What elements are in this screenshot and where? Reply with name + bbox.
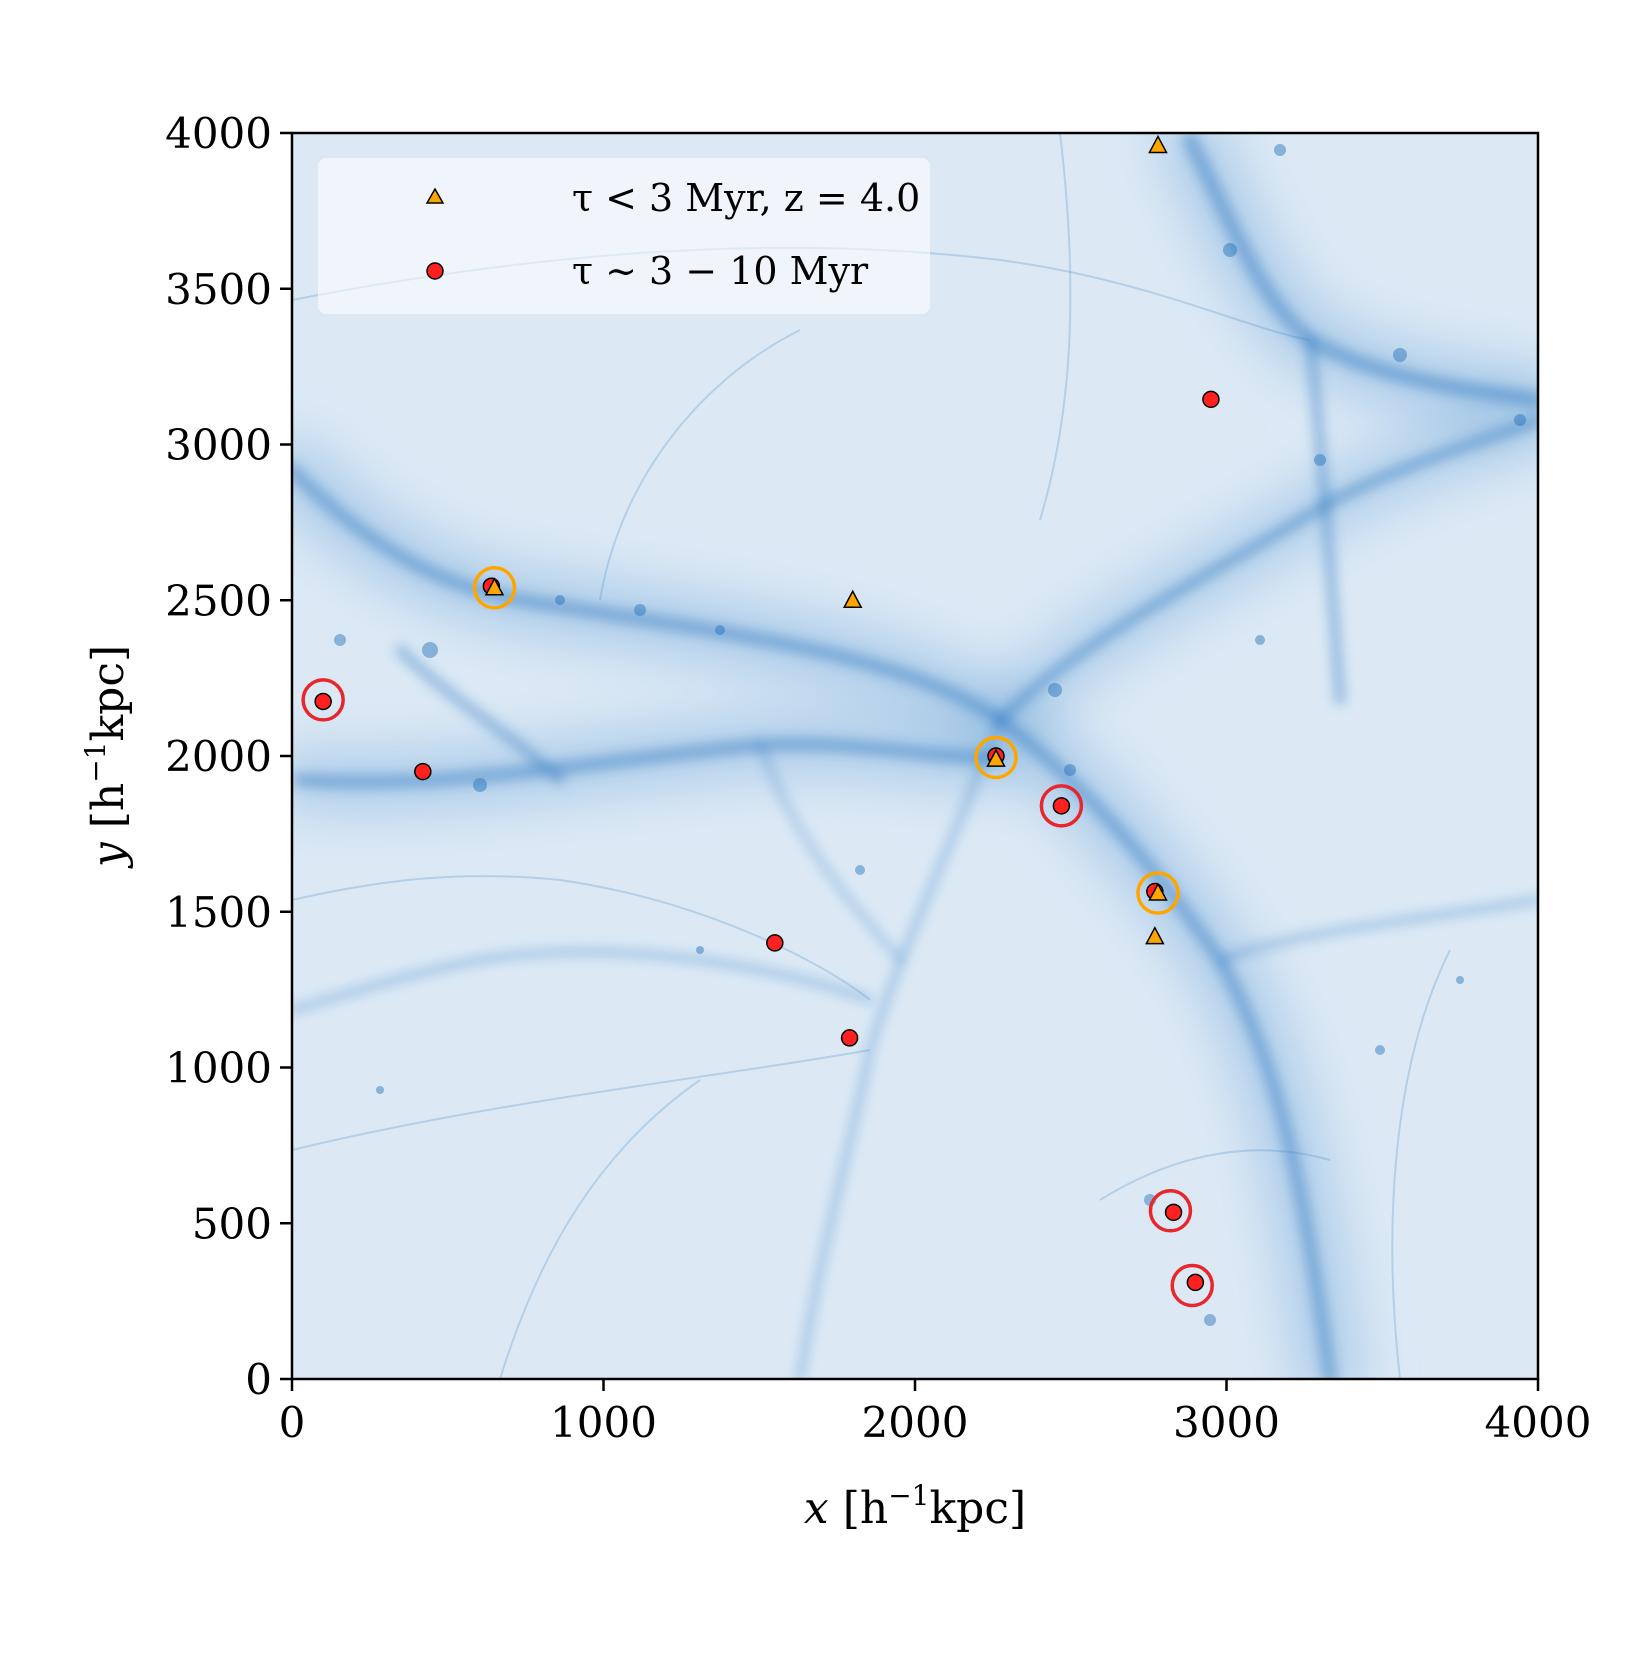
legend-label-old: τ ∼ 3 − 10 Myr: [572, 249, 869, 293]
legend-marker-circle: [426, 262, 444, 280]
highlight-ring: [1136, 871, 1180, 915]
legend-marker-triangle: [425, 187, 445, 204]
data-point-triangle: [842, 589, 863, 608]
y-tick-label: 4000: [165, 109, 272, 158]
data-point-circle: [1202, 390, 1220, 409]
y-tick-label: 1500: [165, 888, 272, 937]
y-tick-label: 2500: [165, 576, 272, 625]
density-field-background: [292, 133, 1538, 1379]
data-point-circle: [314, 692, 332, 711]
x-tick-label: 0: [279, 1398, 306, 1447]
data-point-triangle: [986, 748, 1006, 767]
x-tick-label: 4000: [1485, 1398, 1592, 1447]
y-tick-label: 1000: [165, 1044, 272, 1093]
x-axis-label: x [h−1kpc]: [804, 1479, 1026, 1534]
y-axis-label: y [h−1kpc]: [79, 645, 134, 869]
legend-label-young: τ < 3 Myr, z = 4.0: [572, 176, 920, 220]
data-point-circle: [414, 762, 432, 781]
data-point-circle: [766, 934, 784, 952]
highlight-ring: [472, 566, 517, 610]
data-point-triangle: [1145, 926, 1165, 945]
data-point-circle: [1052, 797, 1071, 815]
data-markers: [301, 134, 1220, 1308]
highlight-ring: [1039, 784, 1084, 828]
data-point-triangle: [1148, 134, 1168, 154]
x-axis-ticks: 0 1000 2000 3000 4000: [279, 1379, 1592, 1447]
legend-box: [318, 158, 930, 314]
y-tick-label: 2000: [165, 732, 272, 781]
data-point-circle: [1164, 1203, 1183, 1222]
data-point-triangle: [484, 577, 505, 596]
data-point-circle: [1186, 1273, 1205, 1292]
x-tick-label: 1000: [550, 1398, 657, 1447]
x-tick-label: 2000: [862, 1398, 969, 1447]
highlight-ring: [1170, 1263, 1214, 1308]
highlight-ring: [1148, 1189, 1193, 1233]
data-point-circle: [840, 1029, 859, 1047]
data-point-triangle: [1148, 882, 1168, 901]
legend: τ < 3 Myr, z = 4.0 τ ∼ 3 − 10 Myr: [318, 158, 930, 314]
highlight-ring: [301, 678, 345, 722]
y-tick-label: 500: [192, 1199, 272, 1248]
x-tick-label: 3000: [1173, 1398, 1280, 1447]
y-tick-label: 0: [245, 1355, 272, 1404]
highlight-ring: [974, 735, 1018, 780]
y-tick-label: 3500: [165, 265, 272, 314]
y-axis-ticks: 0 500 1000 1500 2000 2500 3000 3500 4000: [165, 109, 292, 1404]
y-tick-label: 3000: [165, 421, 272, 470]
